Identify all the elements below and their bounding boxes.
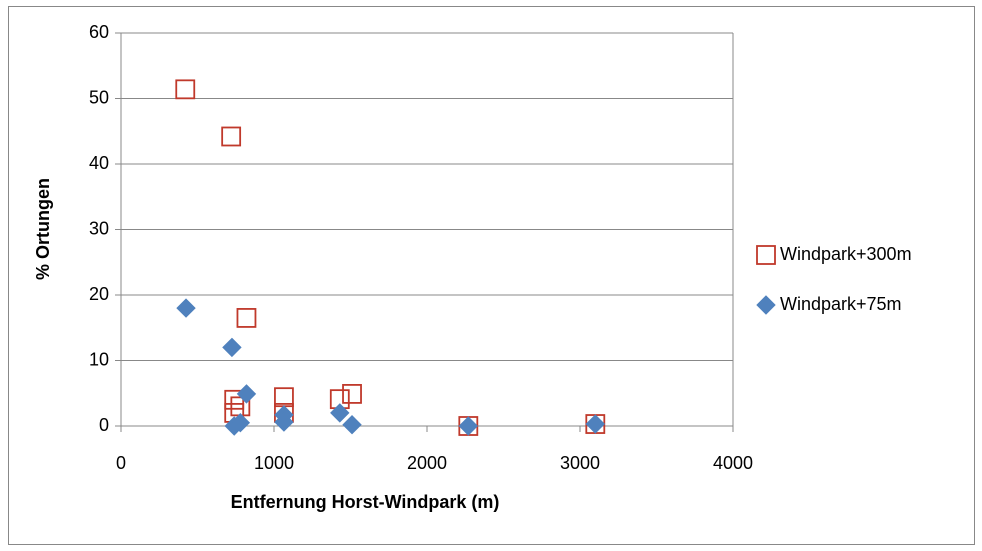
marker	[176, 298, 196, 318]
marker	[585, 414, 606, 434]
marker	[236, 384, 257, 404]
y-tick-label: 0	[99, 415, 109, 435]
x-tick-label: 2000	[407, 453, 447, 473]
y-tick-label: 40	[89, 153, 109, 173]
legend-label: Windpark+300m	[780, 244, 912, 264]
y-tick-label: 30	[89, 218, 109, 238]
x-tick-label: 0	[116, 453, 126, 473]
marker	[458, 416, 479, 436]
x-tick-label: 4000	[713, 453, 753, 473]
y-axis-label: % Ortungen	[33, 178, 53, 280]
marker	[342, 414, 362, 435]
marker	[230, 413, 251, 433]
marker	[221, 126, 242, 147]
marker	[222, 337, 242, 358]
marker	[175, 79, 196, 100]
y-tick-label: 50	[89, 87, 109, 107]
marker	[274, 412, 294, 432]
y-tick-label: 60	[89, 22, 109, 42]
x-axis-label: Entfernung Horst-Windpark (m)	[231, 492, 500, 512]
marker	[756, 245, 776, 265]
legend-label: Windpark+75m	[780, 294, 902, 314]
marker	[236, 308, 257, 328]
x-tick-label: 3000	[560, 453, 600, 473]
marker	[330, 403, 350, 423]
chart-border	[8, 6, 975, 545]
y-tick-label: 10	[89, 349, 109, 369]
marker	[342, 384, 362, 404]
marker	[756, 295, 776, 315]
x-tick-label: 1000	[254, 453, 294, 473]
y-tick-label: 20	[89, 284, 109, 304]
